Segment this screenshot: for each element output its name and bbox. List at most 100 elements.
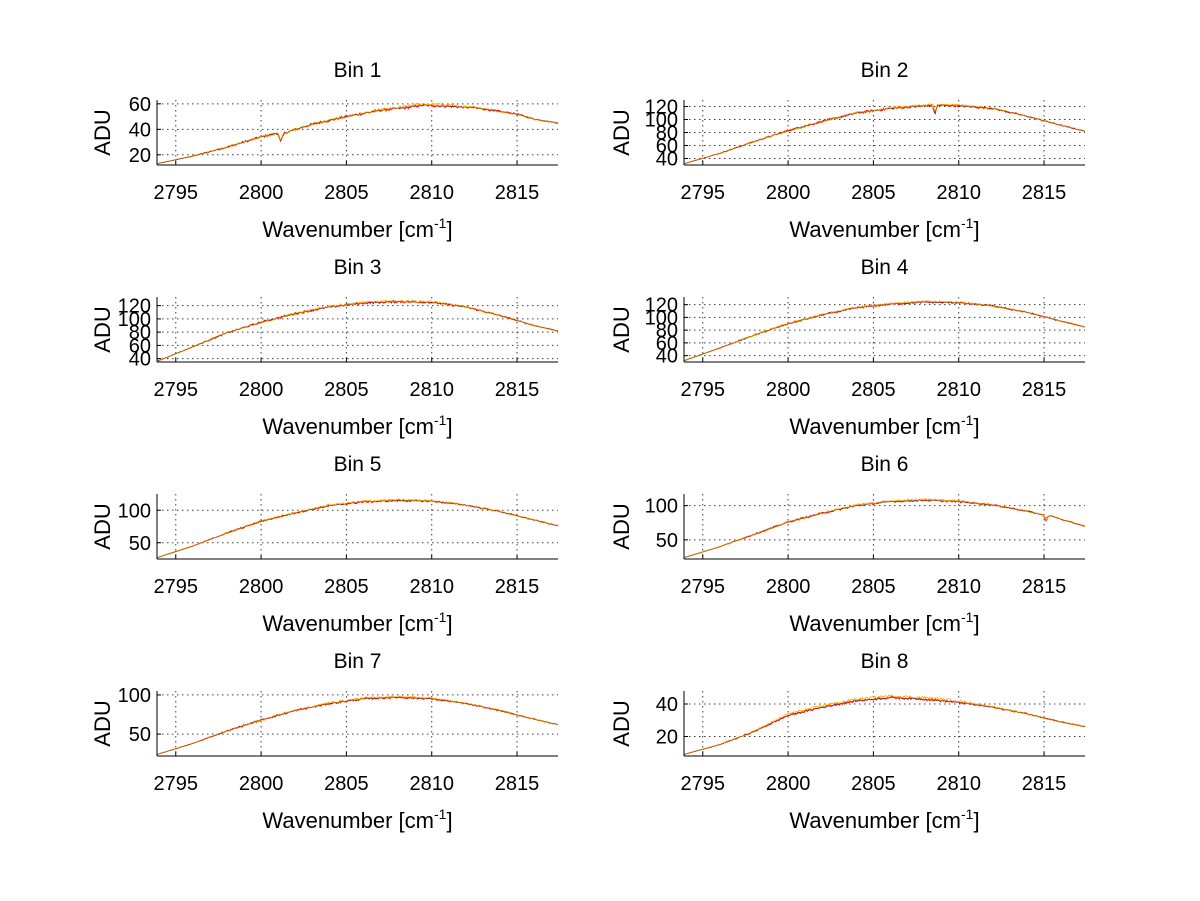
y-tick-label: 120	[645, 295, 678, 317]
x-tick-label: 2800	[766, 182, 811, 204]
y-axis-label: ADU	[90, 700, 115, 746]
x-tick-label: 2795	[154, 773, 199, 795]
series-line-spectrum	[157, 696, 558, 755]
series-line-mean	[157, 696, 558, 755]
y-tick-label: 50	[129, 724, 151, 746]
y-tick-label: 80	[129, 322, 151, 344]
series-line-overlay	[684, 103, 1085, 165]
y-tick-label: 100	[645, 110, 678, 132]
x-axis-label-exponent: -1	[961, 412, 974, 428]
y-axis-label: ADU	[609, 503, 634, 549]
x-axis-label-bracket: ]	[446, 611, 452, 636]
x-axis-label: Wavenumber [cm-1]	[789, 215, 979, 242]
y-tick-label: 100	[118, 500, 151, 522]
x-tick-label: 2815	[1022, 182, 1067, 204]
series-line-mean	[684, 499, 1085, 558]
y-tick-label: 100	[118, 685, 151, 707]
y-tick-label: 60	[129, 335, 151, 357]
panel-title: Bin 3	[334, 256, 382, 279]
x-tick-label: 2810	[936, 773, 981, 795]
y-axis-label: ADU	[609, 109, 634, 155]
x-tick-label: 2810	[936, 182, 981, 204]
series-line-overlay	[157, 498, 558, 559]
series-line-spectrum	[684, 103, 1085, 165]
x-tick-label: 2815	[495, 773, 540, 795]
series-line-overlay	[157, 299, 558, 362]
y-axis-label: ADU	[90, 503, 115, 549]
series-line-mean	[157, 301, 558, 362]
x-axis-label-bracket: ]	[446, 808, 452, 833]
y-tick-label: 40	[656, 346, 678, 368]
x-axis-label: Wavenumber [cm-1]	[262, 412, 452, 439]
x-tick-label: 2795	[681, 379, 726, 401]
x-axis-label-exponent: -1	[434, 806, 447, 822]
y-tick-label: 80	[656, 320, 678, 342]
panel-title: Bin 6	[861, 453, 909, 476]
series-line-mean	[157, 104, 558, 164]
x-axis-label-main: Wavenumber [cm	[262, 611, 434, 636]
y-tick-label: 40	[656, 149, 678, 171]
y-axis-label: ADU	[609, 306, 634, 352]
x-tick-label: 2795	[681, 773, 726, 795]
y-tick-label: 60	[656, 136, 678, 158]
x-axis-label-main: Wavenumber [cm	[789, 217, 961, 242]
x-axis-label: Wavenumber [cm-1]	[789, 806, 979, 833]
x-tick-label: 2800	[239, 182, 284, 204]
x-axis-label: Wavenumber [cm-1]	[789, 609, 979, 636]
y-axis-label: ADU	[90, 306, 115, 352]
x-tick-label: 2815	[1022, 576, 1067, 598]
y-axis-label: ADU	[90, 109, 115, 155]
x-tick-label: 2800	[239, 379, 284, 401]
x-tick-label: 2805	[324, 379, 369, 401]
series-line-overlay	[684, 299, 1085, 362]
series-line-spectrum	[684, 300, 1085, 362]
x-tick-label: 2800	[239, 576, 284, 598]
y-tick-label: 40	[129, 119, 151, 141]
x-tick-label: 2810	[936, 379, 981, 401]
x-tick-label: 2805	[851, 379, 896, 401]
series-line-overlay	[157, 695, 558, 755]
x-tick-label: 2795	[681, 576, 726, 598]
x-axis-label-exponent: -1	[961, 806, 974, 822]
x-tick-label: 2815	[1022, 773, 1067, 795]
y-tick-label: 60	[129, 94, 151, 116]
x-tick-label: 2815	[495, 379, 540, 401]
y-tick-label: 100	[645, 307, 678, 329]
y-axis-label: ADU	[609, 700, 634, 746]
x-tick-label: 2810	[936, 576, 981, 598]
x-axis-label-bracket: ]	[446, 414, 452, 439]
x-axis-label-exponent: -1	[434, 609, 447, 625]
x-axis-label-exponent: -1	[961, 609, 974, 625]
y-tick-label: 50	[129, 533, 151, 555]
y-tick-label: 100	[118, 309, 151, 331]
x-axis-label: Wavenumber [cm-1]	[262, 215, 452, 242]
x-axis-label: Wavenumber [cm-1]	[262, 609, 452, 636]
y-tick-label: 80	[656, 123, 678, 145]
x-axis-label-main: Wavenumber [cm	[262, 414, 434, 439]
panel-bin-6: Bin 6 2795 2800 2805 2810 2815 50 100 ADU Wavenum…	[609, 453, 1085, 636]
x-tick-label: 2800	[766, 379, 811, 401]
x-axis-label-bracket: ]	[973, 414, 979, 439]
x-axis-label-bracket: ]	[446, 217, 452, 242]
y-tick-label: 60	[656, 333, 678, 355]
series-line-mean	[684, 104, 1085, 164]
series-line-spectrum	[157, 300, 558, 362]
panel-title: Bin 5	[334, 453, 382, 476]
x-tick-label: 2810	[409, 773, 454, 795]
series-line-spectrum	[157, 498, 558, 559]
x-axis-label-exponent: -1	[434, 215, 447, 231]
x-axis-label-bracket: ]	[973, 611, 979, 636]
x-axis-label-bracket: ]	[973, 217, 979, 242]
x-axis-label: Wavenumber [cm-1]	[262, 806, 452, 833]
panel-bin-3: Bin 3 2795 2800 2805 2810 2815 406080100120ADU…	[90, 256, 558, 439]
x-tick-label: 2805	[851, 576, 896, 598]
x-tick-label: 2800	[766, 773, 811, 795]
x-axis-label-main: Wavenumber [cm	[789, 808, 961, 833]
y-tick-label: 100	[645, 496, 678, 518]
panel-title: Bin 4	[861, 256, 909, 279]
panel-bin-8: Bin 8 2795 2800 2805 2810 2815 20 40 ADU Wavenumb…	[609, 650, 1085, 833]
x-tick-label: 2805	[324, 182, 369, 204]
